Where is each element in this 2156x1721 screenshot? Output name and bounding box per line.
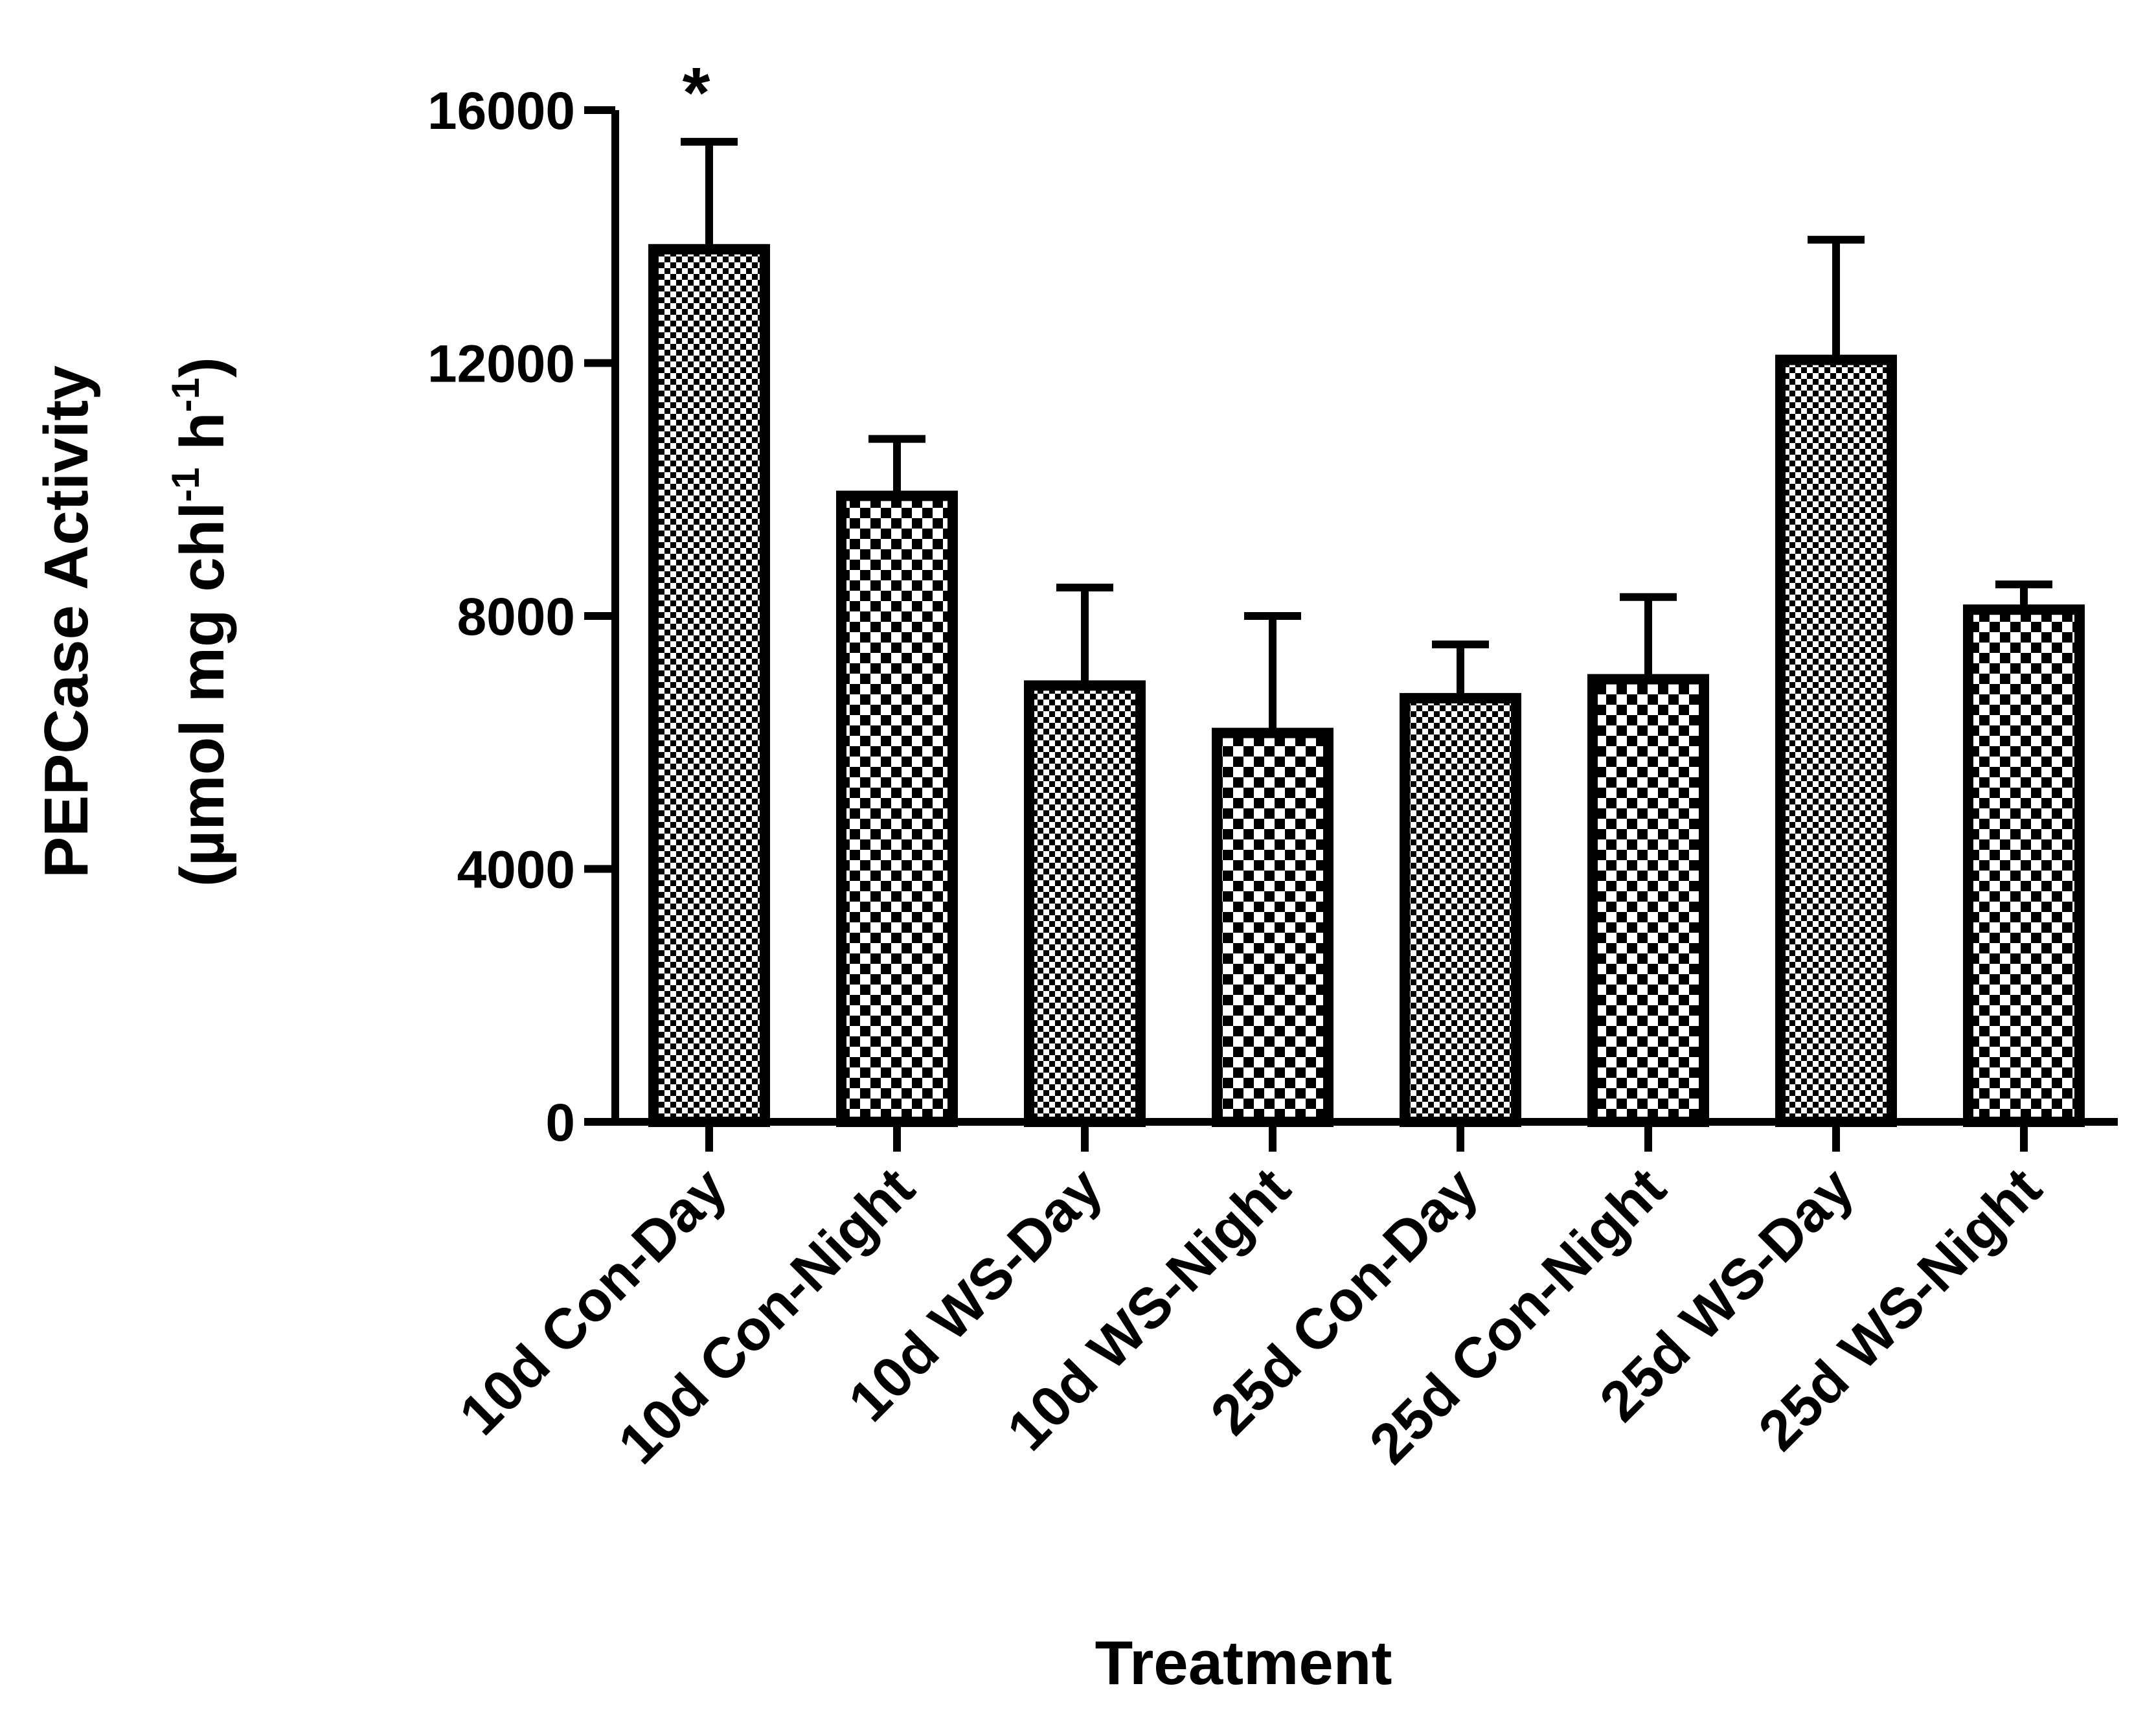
y-tick-label: 4000 bbox=[457, 841, 575, 900]
y-axis-title-units: (µmol mg chl-1 h-1) bbox=[164, 357, 237, 887]
y-tick-label: 16000 bbox=[427, 82, 575, 141]
y-axis-title-line1: PEPCase Activity bbox=[32, 365, 101, 878]
bars bbox=[648, 137, 2085, 1127]
bar bbox=[1024, 680, 1146, 1127]
y-tick-label: 8000 bbox=[457, 587, 575, 646]
y-unit-sup2: -1 bbox=[164, 378, 207, 412]
y-tick-label: 12000 bbox=[427, 335, 575, 394]
significance-asterisk: * bbox=[683, 53, 710, 133]
bar bbox=[836, 490, 958, 1127]
y-tick-label: 0 bbox=[545, 1093, 575, 1152]
bar bbox=[1212, 727, 1333, 1127]
y-axis-title-line2: (µmol mg chl-1 h-1) bbox=[164, 357, 237, 887]
bar bbox=[648, 244, 770, 1127]
y-unit-sup1: -1 bbox=[164, 468, 207, 502]
annotations: * bbox=[683, 53, 710, 133]
y-unit-suffix: ) bbox=[168, 357, 237, 378]
bar bbox=[1963, 604, 2085, 1127]
y-unit-prefix: (µmol mg chl bbox=[168, 502, 237, 887]
bar bbox=[1400, 692, 1521, 1127]
y-ticks: 0 4000 8000 12000 16000 bbox=[427, 82, 615, 1152]
bar bbox=[1587, 674, 1709, 1127]
bar bbox=[1775, 354, 1897, 1127]
y-unit-mid: h bbox=[168, 412, 237, 467]
x-axis-title: Treatment bbox=[1095, 1628, 1392, 1698]
y-axis-title: PEPCase Activity bbox=[32, 365, 101, 878]
